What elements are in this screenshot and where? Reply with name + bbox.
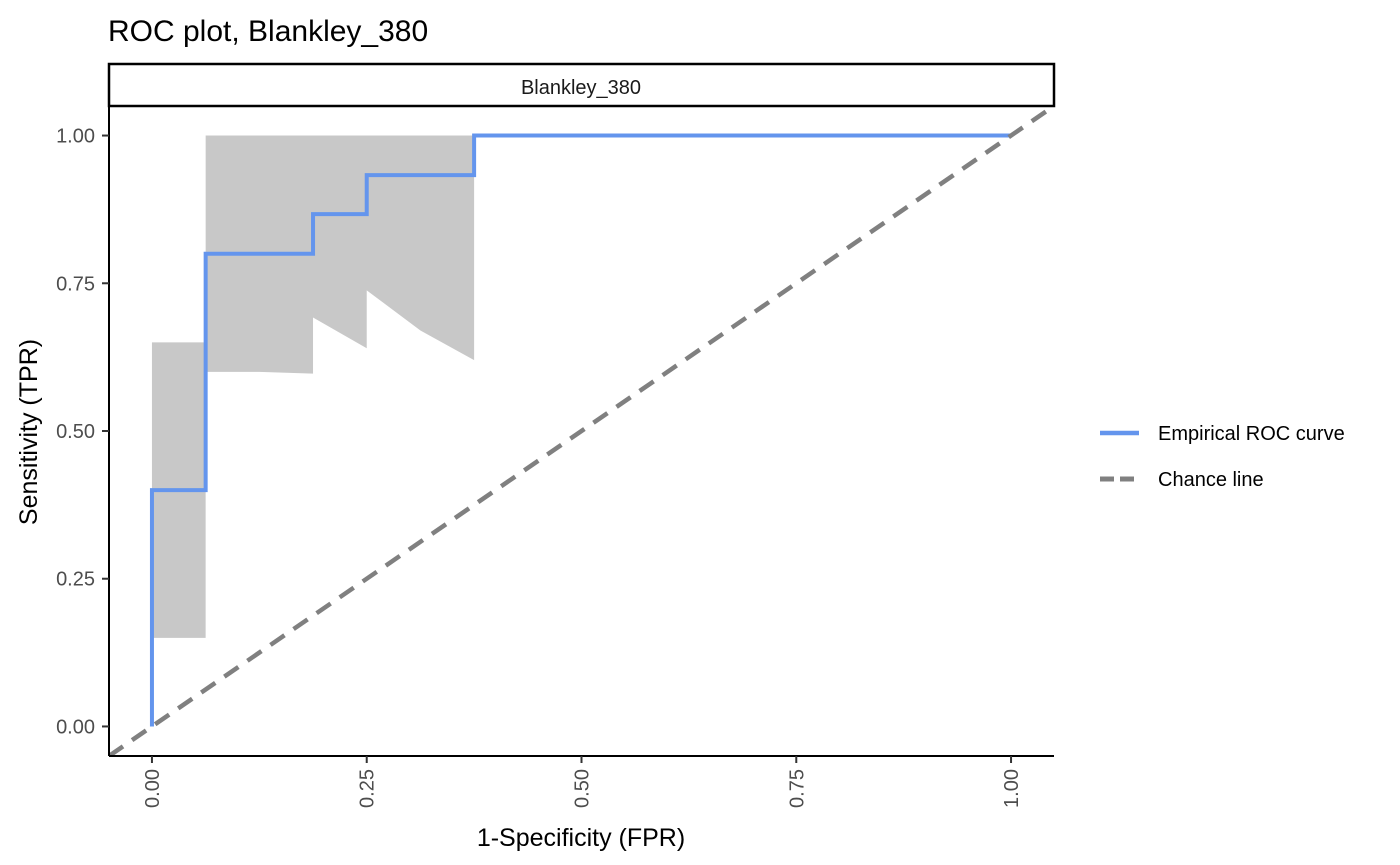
y-tick-label: 0.75 <box>56 273 95 295</box>
x-tick-label: 0.25 <box>357 769 379 808</box>
legend: Empirical ROC curve Chance line <box>1100 423 1345 491</box>
y-tick-label: 0.00 <box>56 716 95 738</box>
legend-label-chance-line: Chance line <box>1158 469 1264 491</box>
axes: 0.00 0.25 0.50 0.75 1.00 0.00 0.25 0.50 0.75 1.00 <box>56 106 1054 808</box>
chance-line <box>109 106 1054 756</box>
plot-area <box>109 106 1054 756</box>
legend-label-roc-curve: Empirical ROC curve <box>1158 423 1345 445</box>
x-tick-label: 0.50 <box>572 769 594 808</box>
y-tick-label: 1.00 <box>56 126 95 148</box>
y-axis-title: Sensitivity (TPR) <box>15 339 43 525</box>
x-tick-label: 0.00 <box>142 769 164 808</box>
empirical-roc-curve <box>149 133 1012 727</box>
x-tick-label: 1.00 <box>1001 769 1023 808</box>
facet-strip-label: Blankley_380 <box>521 77 641 99</box>
confidence-band <box>151 135 475 638</box>
y-tick-label: 0.25 <box>56 569 95 591</box>
chart-title: ROC plot, Blankley_380 <box>108 15 428 48</box>
x-tick-label: 0.75 <box>786 769 808 808</box>
y-tick-label: 0.50 <box>56 421 95 443</box>
facet-strip <box>107 62 1056 108</box>
x-axis-title: 1-Specificity (FPR) <box>477 824 685 852</box>
